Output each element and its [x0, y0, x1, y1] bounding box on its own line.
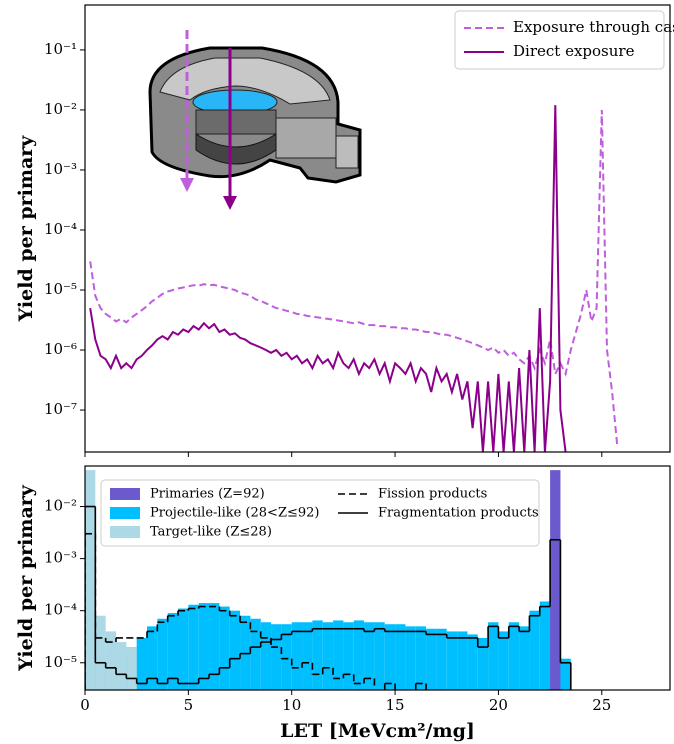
hist-bar: [271, 624, 282, 690]
y-tick-label: 10⁻²: [44, 497, 77, 515]
plot-area: [89, 105, 619, 452]
hist-bar: [477, 637, 489, 690]
legend-label: Primaries (Z=92): [150, 487, 265, 502]
hist-bar: [508, 622, 520, 690]
hist-bar: [250, 618, 261, 690]
hist-bar: [560, 658, 571, 690]
beam-arrows: [180, 30, 237, 210]
hist-bar: [291, 622, 303, 690]
axes-frame: [84, 4, 671, 453]
hist-bar: [426, 628, 437, 690]
y-tick-label: 10⁻¹: [44, 40, 77, 58]
hist-bar: [550, 470, 561, 690]
hist-bar: [136, 637, 148, 690]
hist-bar: [178, 608, 189, 690]
hist-bar: [322, 622, 334, 690]
hist-bar: [374, 622, 385, 690]
plot-area: [85, 470, 572, 690]
y-axis-label: Yield per primary: [15, 484, 37, 672]
hist-bar: [384, 624, 396, 690]
hist-bar: [498, 631, 509, 690]
hist-bar: [105, 631, 117, 690]
axes-frame: [84, 465, 671, 691]
y-tick-label: 10⁻⁷: [44, 400, 77, 418]
legend-box: [100, 479, 540, 547]
hist-bar: [116, 642, 127, 690]
hist-bar: [343, 622, 354, 690]
y-tick-label: 10⁻⁵: [44, 280, 77, 298]
legend-label: Target-like (Z≤28): [150, 525, 272, 540]
x-tick-label: 25: [592, 696, 611, 714]
legend-label: Exposure through case: [513, 18, 674, 36]
legend-swatch: [110, 526, 140, 538]
hist-bar: [302, 622, 313, 690]
x-tick-label: 5: [184, 696, 194, 714]
legend-box: [454, 10, 665, 70]
legend-label: Fission products: [378, 487, 487, 502]
hist-bar: [229, 610, 241, 690]
legend-label: Projectile-like (28<Z≤92): [150, 506, 319, 521]
x-tick-label: 10: [282, 696, 301, 714]
legend-swatch: [110, 488, 140, 500]
legend-swatch: [110, 507, 140, 519]
legend-label: Fragmentation products: [378, 506, 539, 521]
y-tick-label: 10⁻³: [44, 160, 77, 178]
y-tick-label: 10⁻²: [44, 100, 77, 118]
hist-bar: [126, 647, 137, 690]
y-axis-label: Yield per primary: [15, 135, 37, 323]
hist-bar: [446, 631, 458, 690]
hist-bar: [85, 470, 96, 690]
hist-bar: [529, 610, 540, 690]
hist-bar: [281, 624, 292, 690]
hist-bar: [395, 624, 406, 690]
hist-bar: [157, 618, 168, 690]
x-tick-label: 20: [489, 696, 508, 714]
hist-bar: [519, 626, 530, 690]
y-tick-label: 10⁻⁵: [44, 653, 77, 671]
y-tick-label: 10⁻³: [44, 549, 77, 567]
hist-bar: [405, 626, 416, 690]
x-axis-label: LET [MeVcm²/mg]: [280, 720, 475, 742]
hist-bar: [457, 631, 468, 690]
hist-bar: [312, 620, 323, 690]
hist-bar: [147, 626, 158, 690]
legend-label: Direct exposure: [513, 42, 635, 60]
hist-bar: [539, 601, 551, 690]
hist-bar: [364, 622, 375, 690]
hist-bar: [188, 604, 199, 690]
hist-bar: [467, 634, 478, 690]
hist-bar: [436, 628, 447, 690]
x-tick-label: 0: [80, 696, 90, 714]
hist-bar: [333, 620, 344, 690]
hist-bar: [167, 613, 179, 690]
hist-bar: [209, 603, 220, 690]
y-tick-label: 10⁻⁴: [44, 601, 77, 619]
y-tick-label: 10⁻⁴: [44, 220, 77, 238]
hist-bar: [260, 622, 272, 690]
x-tick-label: 15: [386, 696, 405, 714]
detector-illustration: [148, 46, 362, 184]
hist-bar: [353, 620, 365, 690]
hist-bar: [219, 606, 230, 690]
hist-bar: [488, 622, 499, 690]
hist-bar: [198, 603, 210, 690]
series-line: [89, 105, 567, 452]
hist-bar: [415, 626, 427, 690]
hist-bar: [95, 615, 106, 690]
y-tick-label: 10⁻⁶: [44, 340, 77, 358]
